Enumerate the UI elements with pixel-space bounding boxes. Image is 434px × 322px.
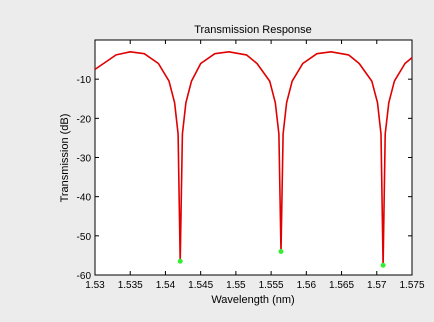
y-tick-labels: -10 -20 -30 -40 -50 -60	[77, 75, 92, 282]
null-marker	[177, 258, 183, 264]
y-tick-label: -30	[77, 154, 92, 165]
x-axis-label: Wavelength (nm)	[211, 294, 294, 306]
plot-area	[94, 39, 413, 276]
y-axis-label: Transmission (dB)	[59, 114, 71, 203]
x-tick-label: 1.555	[259, 280, 284, 291]
x-tick-label: 1.535	[118, 280, 143, 291]
y-tick-label: -40	[77, 193, 92, 204]
plot-marks	[94, 40, 413, 276]
x-tick-label: 1.53	[85, 280, 105, 291]
null-marker	[278, 249, 284, 254]
y-tick-label: -20	[77, 114, 92, 125]
x-tick-label: 1.55	[226, 280, 246, 291]
x-tick-labels: 1.53 1.535 1.54 1.545 1.55 1.555 1.56 1.565 1.57…	[85, 280, 425, 291]
y-tick-label: -50	[77, 232, 92, 243]
chart-title: Transmission Response	[194, 24, 312, 36]
transmission-line	[94, 50, 413, 267]
x-tick-label: 1.56	[297, 280, 317, 291]
x-tick-label: 1.575	[399, 280, 424, 291]
x-tick-label: 1.57	[367, 280, 387, 291]
y-tick-label: -60	[77, 271, 92, 282]
x-tick-label: 1.54	[156, 280, 176, 291]
x-tick-label: 1.565	[329, 280, 354, 291]
null-marker	[380, 262, 386, 268]
x-tick-label: 1.545	[188, 280, 213, 291]
y-tick-label: -10	[77, 75, 92, 86]
